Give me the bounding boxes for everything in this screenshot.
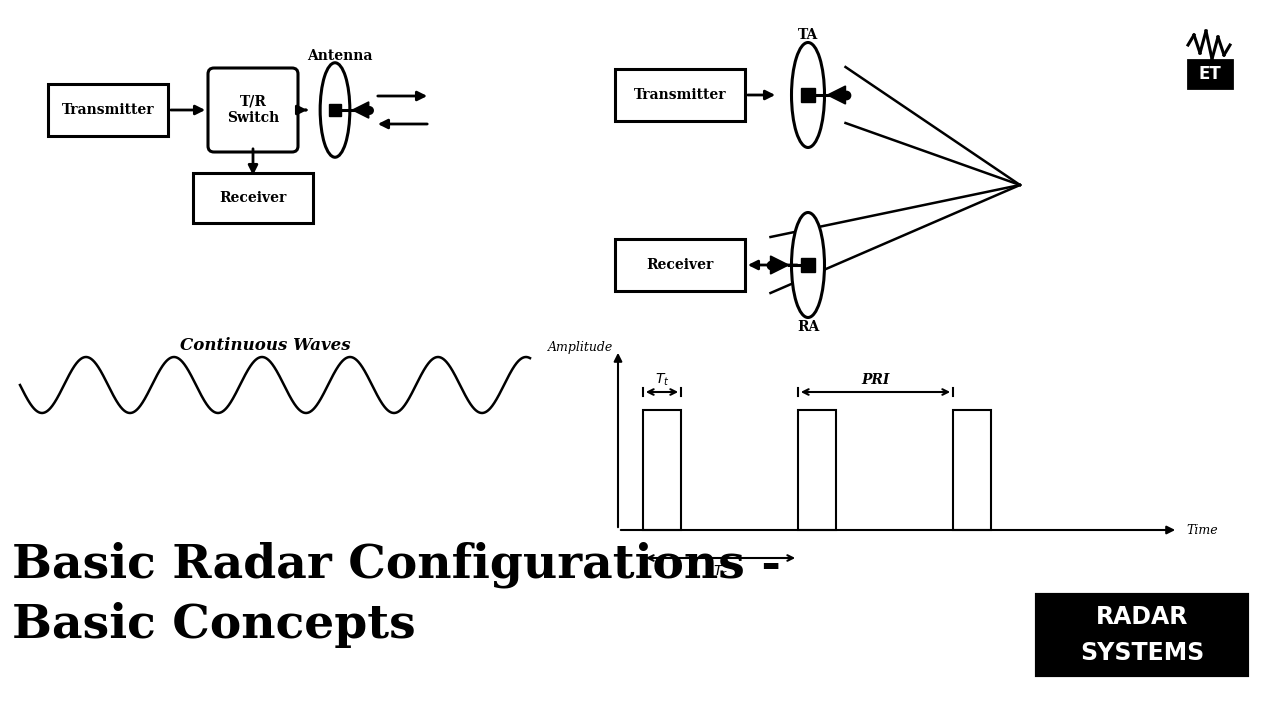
Text: Time: Time — [1187, 523, 1217, 536]
Text: RA: RA — [797, 320, 819, 334]
Bar — [329, 104, 340, 116]
Text: PRI: PRI — [861, 373, 890, 387]
Text: Basic Concepts: Basic Concepts — [12, 602, 416, 648]
Text: Continuous Waves: Continuous Waves — [179, 336, 351, 354]
Bar — [614, 69, 745, 121]
FancyBboxPatch shape — [207, 68, 298, 152]
Text: $T_r$: $T_r$ — [713, 564, 728, 580]
Polygon shape — [352, 102, 369, 118]
Text: Transmitter: Transmitter — [634, 88, 726, 102]
Ellipse shape — [791, 42, 824, 148]
Ellipse shape — [791, 212, 824, 318]
Text: TA: TA — [797, 28, 818, 42]
Text: Receiver: Receiver — [219, 191, 287, 205]
Bar — [954, 410, 991, 530]
Ellipse shape — [320, 63, 349, 157]
Text: T/R
Switch: T/R Switch — [227, 95, 279, 125]
Text: SYSTEMS: SYSTEMS — [1080, 641, 1204, 665]
Text: Transmitter: Transmitter — [61, 103, 155, 117]
Text: RADAR: RADAR — [1096, 605, 1188, 629]
Text: ET: ET — [1198, 65, 1221, 83]
Text: Amplitude: Amplitude — [548, 341, 613, 354]
Bar — [193, 173, 314, 223]
Text: Antenna: Antenna — [307, 49, 372, 63]
Bar — [797, 410, 836, 530]
Polygon shape — [827, 86, 846, 104]
Bar — [801, 89, 815, 102]
Text: Basic Radar Configurations -: Basic Radar Configurations - — [12, 541, 781, 588]
Bar — [643, 410, 681, 530]
Bar — [1188, 60, 1231, 88]
Polygon shape — [771, 256, 788, 274]
Bar — [614, 239, 745, 291]
Bar — [49, 84, 168, 136]
Bar — [801, 258, 815, 271]
Text: $T_t$: $T_t$ — [654, 372, 669, 388]
Text: Receiver: Receiver — [646, 258, 714, 272]
Bar — [1037, 595, 1247, 675]
